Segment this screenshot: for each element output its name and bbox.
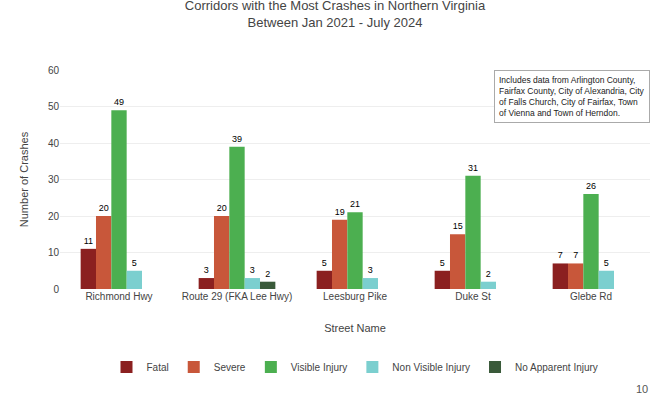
- svg-text:19: 19: [335, 207, 345, 217]
- svg-text:Number of Crashes: Number of Crashes: [18, 131, 30, 227]
- svg-text:60: 60: [48, 65, 60, 76]
- svg-text:3: 3: [250, 265, 255, 275]
- svg-text:Corridors with the Most Crashe: Corridors with the Most Crashes in North…: [185, 0, 486, 30]
- svg-text:Includes data from Arlington C: Includes data from Arlington County,Fair…: [499, 75, 645, 118]
- svg-text:11: 11: [84, 236, 93, 246]
- svg-text:Leesburg Pike: Leesburg Pike: [323, 291, 387, 302]
- svg-text:Glebe Rd: Glebe Rd: [570, 291, 612, 302]
- svg-text:3: 3: [204, 265, 209, 275]
- svg-text:No Apparent Injury: No Apparent Injury: [515, 362, 598, 373]
- svg-text:Severe: Severe: [214, 362, 246, 373]
- svg-text:49: 49: [114, 97, 124, 107]
- svg-text:15: 15: [453, 221, 463, 231]
- svg-text:30: 30: [48, 174, 60, 185]
- svg-text:Visible Injury: Visible Injury: [291, 362, 348, 373]
- svg-text:7: 7: [558, 250, 563, 260]
- svg-text:40: 40: [48, 138, 60, 149]
- svg-text:20: 20: [48, 211, 60, 222]
- svg-text:5: 5: [440, 258, 445, 268]
- svg-text:21: 21: [350, 199, 360, 209]
- svg-text:Non Visible Injury: Non Visible Injury: [392, 362, 470, 373]
- svg-text:Fatal: Fatal: [147, 362, 169, 373]
- svg-text:5: 5: [132, 258, 137, 268]
- svg-text:Duke St: Duke St: [455, 291, 491, 302]
- svg-text:10: 10: [48, 247, 60, 258]
- svg-text:39: 39: [232, 134, 242, 144]
- svg-text:26: 26: [586, 181, 596, 191]
- svg-text:20: 20: [217, 203, 227, 213]
- svg-text:Route 29 (FKA Lee Hwy): Route 29 (FKA Lee Hwy): [182, 291, 293, 302]
- svg-text:50: 50: [48, 101, 60, 112]
- svg-text:5: 5: [604, 258, 609, 268]
- svg-text:Richmond Hwy: Richmond Hwy: [85, 291, 152, 302]
- svg-text:2: 2: [486, 269, 491, 279]
- svg-text:2: 2: [265, 269, 270, 279]
- svg-text:7: 7: [573, 250, 578, 260]
- svg-text:0: 0: [53, 284, 59, 295]
- svg-text:5: 5: [322, 258, 327, 268]
- svg-text:Street Name: Street Name: [324, 322, 386, 334]
- svg-text:31: 31: [468, 163, 478, 173]
- svg-text:10: 10: [636, 383, 648, 395]
- svg-text:3: 3: [368, 265, 373, 275]
- svg-text:20: 20: [99, 203, 109, 213]
